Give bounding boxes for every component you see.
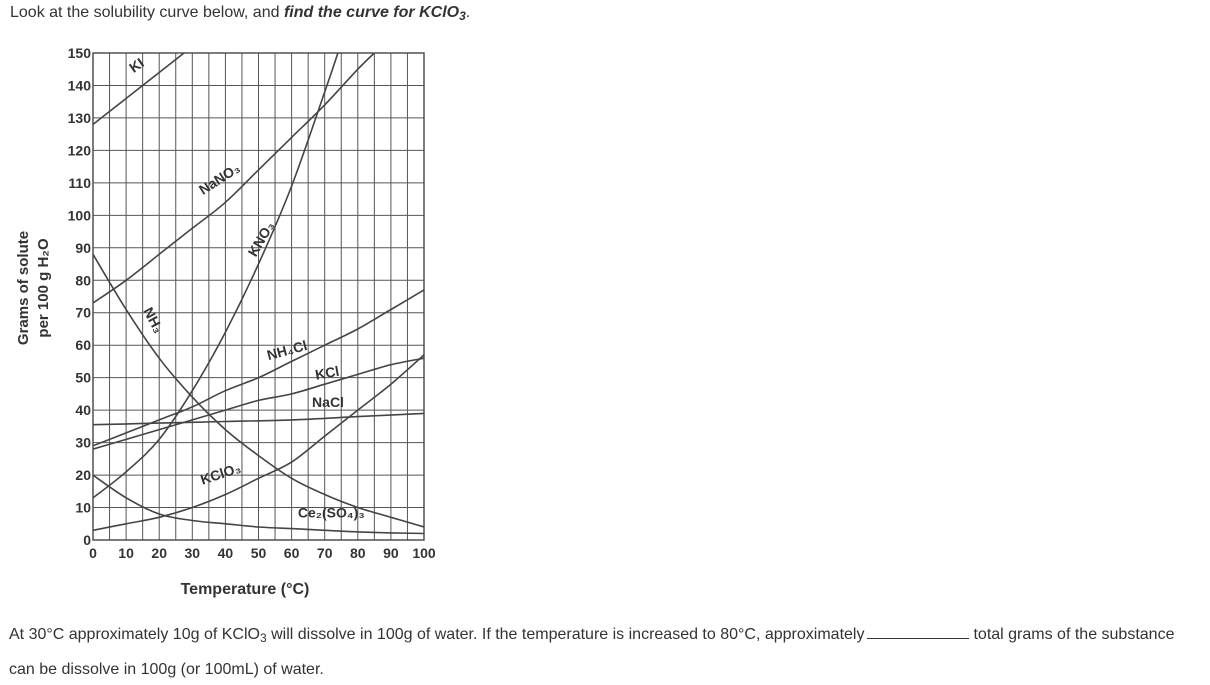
- y-tick-label: 20: [75, 467, 91, 483]
- curve-nano: [93, 53, 375, 304]
- curve-kno: [93, 53, 339, 499]
- x-axis-label: Temperature (°C): [181, 581, 310, 598]
- curve-ceso: [93, 474, 424, 535]
- answer-part3: total grams of the substance can be diss…: [9, 626, 1175, 678]
- answer-part2: will dissolve in 100g of water. If the t…: [266, 626, 865, 643]
- answer-text: At 30°C approximately 10g of KClO3 will …: [9, 619, 1199, 685]
- curve-label-ceso: Ce₂(SO₄)₃: [298, 504, 365, 520]
- question-text: Look at the solubility curve below, and …: [10, 4, 470, 23]
- y-tick-label: 30: [75, 435, 91, 451]
- x-tick-label: 30: [185, 545, 201, 561]
- y-tick-label: 120: [68, 142, 92, 158]
- y-tick-label: 90: [75, 240, 91, 256]
- curve-nh: [93, 253, 424, 528]
- curve-kcl: [93, 357, 424, 450]
- question-lead: Look at the solubility curve below, and: [10, 4, 284, 21]
- x-tick-label: 10: [118, 545, 134, 561]
- curve-label-nhcl: NH₄Cl: [265, 337, 309, 363]
- curve-kclo: [93, 354, 424, 532]
- y-axis-label-line1: Grams of solute: [15, 231, 32, 345]
- x-tick-label: 100: [412, 545, 436, 561]
- y-tick-label: 80: [75, 272, 91, 288]
- curve-ki: [93, 53, 186, 126]
- y-tick-label: 140: [68, 77, 92, 93]
- y-tick-label: 40: [75, 402, 91, 418]
- curve-label-kcl: KCl: [314, 363, 341, 383]
- curve-label-nh: NH₃: [140, 305, 167, 336]
- chart-axes: 0 10 20 30 40 50 60 70 80 90 100 110 120 130 140 150 0 10…: [68, 45, 436, 561]
- y-axis-label-line2: per 100 g H₂O: [35, 238, 52, 338]
- x-tick-label: 80: [350, 545, 366, 561]
- answer-sub: 3: [259, 631, 267, 645]
- curve-label-ki: KI: [126, 55, 147, 76]
- x-tick-label: 20: [151, 545, 167, 561]
- y-tick-label: 60: [75, 337, 91, 353]
- x-tick-label: 0: [89, 545, 97, 561]
- y-tick-label: 130: [68, 110, 92, 126]
- plot-frame: [92, 52, 425, 541]
- question-end: .: [465, 4, 471, 21]
- answer-blank[interactable]: [867, 623, 970, 639]
- y-tick-label: 100: [68, 207, 92, 223]
- x-tick-label: 50: [251, 545, 267, 561]
- y-tick-label: 0: [83, 532, 91, 548]
- chart-grid: [92, 52, 425, 541]
- x-tick-label: 70: [317, 545, 333, 561]
- y-tick-label: 70: [75, 305, 91, 321]
- curve-label-kno: KNO₃: [244, 219, 277, 260]
- question-emphasis: find the curve for KClO3: [283, 4, 466, 23]
- y-tick-label: 10: [75, 500, 91, 516]
- y-tick-label: 110: [68, 175, 91, 191]
- y-tick-label: 150: [68, 45, 92, 61]
- x-tick-label: 40: [218, 545, 234, 561]
- curve-label-kclo: KClO₃: [198, 460, 242, 488]
- curve-nacl: [93, 412, 424, 426]
- y-tick-label: 50: [75, 370, 91, 386]
- curve-label-nacl: NaCl: [312, 394, 344, 410]
- solubility-curves: [93, 53, 424, 535]
- solubility-chart: 0 10 20 30 40 50 60 70 80 90 100 110 120 130 140 150 0 10…: [15, 45, 436, 598]
- answer-part1: At 30°C approximately 10g of KClO: [9, 626, 260, 643]
- x-tick-label: 60: [284, 545, 300, 561]
- x-tick-label: 90: [383, 545, 399, 561]
